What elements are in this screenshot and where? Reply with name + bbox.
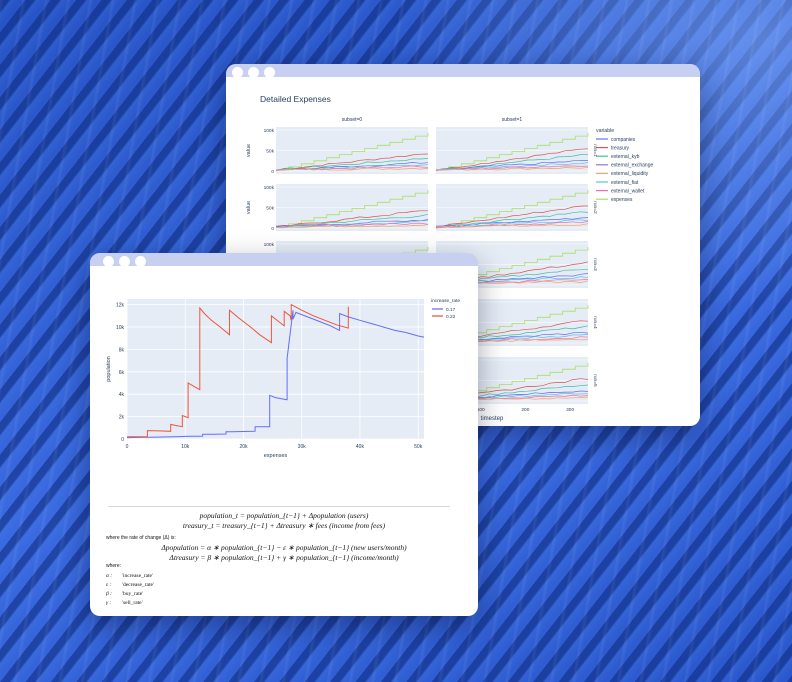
divider [108, 506, 450, 507]
x-tick-label: 100 [477, 407, 485, 413]
window-dot[interactable] [119, 256, 130, 267]
equation-population: population_t = population_{t−1} + Δpopul… [199, 511, 369, 520]
equation-treasury: treasury_t = treasury_{t−1} + Δtreasury … [182, 521, 386, 530]
series-line [275, 220, 429, 228]
series-line [435, 165, 589, 171]
facet-column-label: subset=1 [502, 117, 523, 123]
y-tick-label: 50k [266, 149, 274, 155]
series-line [435, 166, 589, 171]
facet-row-label: run=1 [592, 144, 598, 157]
equation-delta-population: Δpopulation = α ∗ population_{t−1} − ε ∗… [161, 543, 407, 552]
legend-label: 0.22 [446, 314, 456, 320]
def-name: 'buy_rate' [122, 591, 144, 597]
facet-row-label: run=3 [592, 258, 598, 271]
window-dot[interactable] [103, 256, 114, 267]
y-tick-label: 0 [121, 437, 124, 443]
plot-area [127, 299, 424, 439]
x-tick-label: 20k [239, 444, 248, 450]
where-label: where: [106, 563, 122, 569]
facet-row-label: run=2 [592, 201, 598, 214]
population-window: 0 2k 4k 6k 8k 10k 12k 0 10k 20k 30k 40k 50k expenses p… [90, 253, 478, 616]
x-tick-label: 30k [298, 444, 307, 450]
legend-label: external_kyb [611, 154, 640, 160]
x-tick-label: 50k [414, 444, 423, 450]
legend-label: treasury [611, 145, 630, 151]
legend-label: 0.17 [446, 307, 456, 313]
legend-title: increase_rate [431, 298, 460, 304]
y-tick-label: 6k [119, 370, 125, 376]
def-symbol: β : [106, 591, 112, 597]
x-tick-label: 300 [566, 407, 574, 413]
window-titlebar [226, 64, 700, 78]
x-axis-label: timestep [481, 416, 504, 422]
facet-row-label: run=5 [592, 374, 598, 387]
series-line [435, 205, 589, 228]
x-tick-label: 40k [356, 444, 365, 450]
y-tick-label: 12k [116, 303, 125, 309]
window-dot[interactable] [248, 67, 259, 78]
y-axis-label: value [246, 201, 252, 214]
y-axis-label: population [106, 356, 112, 381]
legend-label: external_exchange [611, 163, 653, 169]
x-tick-label: 10k [181, 444, 190, 450]
y-tick-label: 50k [266, 206, 274, 212]
legend-label: external_liquidity [611, 171, 649, 177]
series-line-0.22 [127, 303, 349, 438]
y-tick-label: 8k [119, 347, 125, 353]
series-line [275, 222, 429, 229]
legend-label: companies [611, 137, 636, 143]
y-tick-label: 0 [271, 169, 274, 175]
y-tick-label: 10k [116, 325, 125, 331]
series-line-expenses [276, 190, 429, 228]
y-tick-label: 100k [264, 128, 275, 134]
y-tick-label: 2k [119, 415, 125, 421]
def-symbol: α : [106, 573, 113, 579]
series-line [275, 167, 429, 172]
equation-delta-treasury: Δtreasury = β ∗ population_{t−1} + γ ∗ p… [169, 553, 399, 562]
series-line [435, 223, 589, 229]
def-name: 'sell_rate' [122, 600, 143, 606]
facet-row-label: run=4 [592, 316, 598, 329]
legend-label: external_fiat [611, 180, 639, 186]
series-line [275, 153, 429, 171]
facet-column-label: subset=0 [342, 117, 363, 123]
x-axis-label: expenses [264, 453, 288, 459]
y-tick-label: 100k [264, 242, 275, 248]
x-tick-label: 200 [521, 407, 529, 413]
legend-label: external_wallet [611, 188, 645, 194]
window-dot[interactable] [135, 256, 146, 267]
window-titlebar [90, 253, 478, 267]
def-symbol: ε : [106, 582, 112, 588]
y-tick-label: 0 [271, 226, 274, 232]
y-axis-label: value [246, 144, 252, 157]
series-line-0.17 [126, 310, 425, 439]
series-line-expenses [436, 133, 589, 171]
series-line-expenses [276, 133, 429, 171]
legend-title: variable [596, 128, 614, 134]
window-dot[interactable] [264, 67, 275, 78]
rate-of-change-label: where the rate of change (Δ) is: [106, 535, 176, 541]
series-line [275, 213, 429, 228]
legend-label: expenses [611, 197, 633, 203]
window-dot[interactable] [232, 67, 243, 78]
series-line [275, 224, 429, 229]
series-line [275, 210, 428, 227]
detailed-expenses-window: Detailed Expenses subset=0 subset=1 100k 50… [226, 64, 700, 426]
series-line [435, 211, 589, 228]
def-symbol: γ : [106, 600, 112, 606]
def-name: 'decrease_rate' [122, 582, 154, 588]
series-line [435, 148, 589, 171]
population-chart: 0 2k 4k 6k 8k 10k 12k 0 10k 20k 30k 40k 50k expenses p… [106, 298, 460, 459]
y-tick-label: 4k [119, 392, 125, 398]
def-name: 'increase_rate' [122, 573, 153, 579]
series-line-expenses [436, 190, 589, 228]
x-tick-label: 0 [126, 444, 129, 450]
facet-chart-title: Detailed Expenses [260, 94, 331, 104]
y-tick-label: 100k [264, 185, 275, 191]
